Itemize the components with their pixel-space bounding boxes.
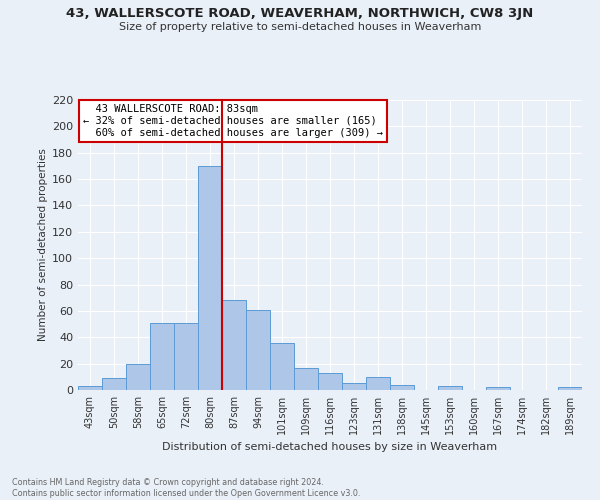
Bar xyxy=(558,388,582,390)
Bar xyxy=(270,342,294,390)
Bar xyxy=(126,364,150,390)
Bar xyxy=(222,300,246,390)
Bar xyxy=(78,386,102,390)
Bar xyxy=(150,323,174,390)
Bar xyxy=(246,310,270,390)
Bar xyxy=(438,386,462,390)
Bar xyxy=(102,378,126,390)
Bar xyxy=(318,373,342,390)
Bar xyxy=(174,323,198,390)
Text: Contains HM Land Registry data © Crown copyright and database right 2024.
Contai: Contains HM Land Registry data © Crown c… xyxy=(12,478,361,498)
Text: 43, WALLERSCOTE ROAD, WEAVERHAM, NORTHWICH, CW8 3JN: 43, WALLERSCOTE ROAD, WEAVERHAM, NORTHWI… xyxy=(67,8,533,20)
Y-axis label: Number of semi-detached properties: Number of semi-detached properties xyxy=(38,148,48,342)
Text: 43 WALLERSCOTE ROAD: 83sqm
← 32% of semi-detached houses are smaller (165)
  60%: 43 WALLERSCOTE ROAD: 83sqm ← 32% of semi… xyxy=(83,104,383,138)
Bar xyxy=(342,384,366,390)
Bar xyxy=(486,388,510,390)
Bar xyxy=(198,166,222,390)
Bar xyxy=(390,384,414,390)
Text: Size of property relative to semi-detached houses in Weaverham: Size of property relative to semi-detach… xyxy=(119,22,481,32)
Bar xyxy=(366,377,390,390)
Text: Distribution of semi-detached houses by size in Weaverham: Distribution of semi-detached houses by … xyxy=(163,442,497,452)
Bar xyxy=(294,368,318,390)
